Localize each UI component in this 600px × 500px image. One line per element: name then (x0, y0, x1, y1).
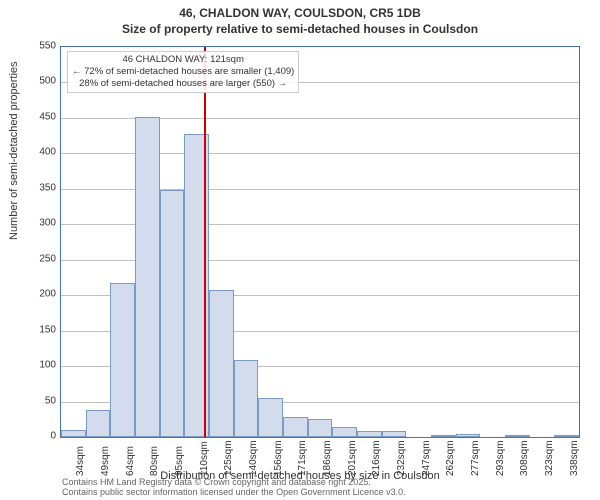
xtick-label: 80sqm (149, 446, 160, 476)
histogram-bar (135, 117, 160, 438)
annotation-line1: 46 CHALDON WAY: 121sqm (72, 54, 294, 66)
xtick-label: 293sqm (495, 440, 506, 476)
xtick-label: 323sqm (544, 440, 555, 476)
xtick-label: 247sqm (421, 440, 432, 476)
xtick-label: 232sqm (396, 440, 407, 476)
xtick-label: 216sqm (371, 440, 382, 476)
ytick-label: 300 (20, 218, 56, 229)
histogram-bar (86, 410, 111, 437)
xtick-label: 277sqm (470, 440, 481, 476)
xtick-label: 95sqm (174, 446, 185, 476)
xtick-label: 201sqm (347, 440, 358, 476)
xtick-label: 110sqm (199, 441, 210, 476)
histogram-bar (505, 435, 530, 437)
ytick-label: 500 (20, 76, 56, 87)
plot-area: 46 CHALDON WAY: 121sqm ← 72% of semi-det… (60, 46, 580, 438)
xtick-label: 64sqm (125, 446, 136, 476)
histogram-bar (110, 283, 135, 437)
annotation-box: 46 CHALDON WAY: 121sqm ← 72% of semi-det… (67, 51, 299, 93)
histogram-bar (332, 427, 357, 437)
histogram-bar (258, 398, 283, 437)
xtick-label: 186sqm (322, 440, 333, 476)
histogram-bar (160, 190, 185, 437)
footnote: Contains HM Land Registry data © Crown c… (62, 478, 406, 498)
xtick-label: 156sqm (273, 440, 284, 476)
ytick-label: 50 (20, 395, 56, 406)
xtick-label: 140sqm (248, 440, 259, 476)
histogram-bar (554, 435, 579, 437)
chart-title-line1: 46, CHALDON WAY, COULSDON, CR5 1DB (0, 6, 600, 20)
ytick-label: 400 (20, 147, 56, 158)
xtick-label: 338sqm (569, 440, 580, 476)
histogram-bar (382, 431, 407, 437)
histogram-bar (357, 431, 382, 437)
ytick-label: 100 (20, 360, 56, 371)
xtick-label: 125sqm (223, 440, 234, 476)
histogram-bar (209, 290, 234, 437)
ytick-label: 550 (20, 41, 56, 52)
histogram-bar (456, 434, 481, 437)
y-axis-label: Number of semi-detached properties (8, 61, 20, 240)
ytick-label: 0 (20, 431, 56, 442)
histogram-bar (234, 360, 259, 437)
ytick-label: 150 (20, 324, 56, 335)
annotation-line3: 28% of semi-detached houses are larger (… (72, 78, 294, 90)
histogram-bar (431, 435, 456, 437)
xtick-label: 171sqm (297, 440, 308, 476)
chart-title-line2: Size of property relative to semi-detach… (0, 22, 600, 36)
histogram-bar (61, 430, 86, 437)
histogram-bar (308, 419, 333, 437)
xtick-label: 308sqm (519, 440, 530, 476)
ytick-label: 250 (20, 253, 56, 264)
annotation-line2: ← 72% of semi-detached houses are smalle… (72, 66, 294, 78)
xtick-label: 49sqm (100, 446, 111, 476)
xtick-label: 34sqm (75, 446, 86, 476)
ytick-label: 350 (20, 182, 56, 193)
ytick-label: 450 (20, 111, 56, 122)
histogram-chart: 46, CHALDON WAY, COULSDON, CR5 1DB Size … (0, 0, 600, 500)
footnote-line2: Contains public sector information licen… (62, 488, 406, 498)
xtick-label: 262sqm (445, 440, 456, 476)
ytick-label: 200 (20, 289, 56, 300)
histogram-bar (283, 417, 308, 437)
reference-vline (204, 47, 206, 437)
